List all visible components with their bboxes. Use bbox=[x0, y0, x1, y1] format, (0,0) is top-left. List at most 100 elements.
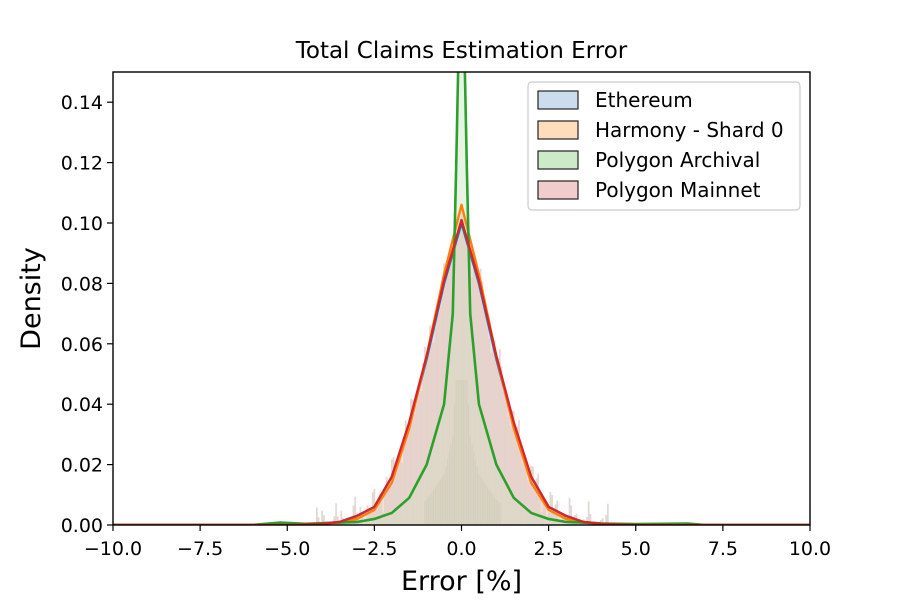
y-tick-label: 0.12 bbox=[61, 153, 103, 175]
x-tick-label: 2.5 bbox=[534, 538, 564, 560]
histogram-bar bbox=[413, 414, 416, 525]
legend-swatch bbox=[537, 120, 579, 140]
histogram-bar bbox=[537, 473, 540, 525]
histogram-bar-archival bbox=[427, 497, 430, 525]
histogram-bar bbox=[415, 405, 418, 525]
histogram-bar bbox=[465, 237, 468, 525]
histogram-bar-archival bbox=[429, 494, 431, 525]
histogram-bar bbox=[396, 468, 398, 525]
histogram-bar bbox=[587, 501, 590, 525]
histogram-bar-archival bbox=[474, 459, 477, 525]
histogram-bar-archival bbox=[457, 380, 459, 525]
y-tick-label: 0.02 bbox=[61, 455, 103, 477]
histogram-bar-archival bbox=[467, 404, 470, 525]
histogram-bar-archival bbox=[455, 380, 457, 525]
y-tick-label: 0.14 bbox=[61, 92, 103, 114]
histogram-bar-archival bbox=[481, 479, 484, 525]
histogram-bar bbox=[340, 510, 343, 525]
histogram-bar bbox=[552, 509, 555, 525]
histogram-bar bbox=[364, 522, 367, 525]
histogram-bar bbox=[418, 393, 421, 525]
x-tick-label: 5.0 bbox=[621, 538, 651, 560]
histogram-bar bbox=[406, 425, 409, 525]
histogram-bar bbox=[485, 312, 487, 525]
histogram-bar bbox=[516, 426, 519, 525]
legend-swatch bbox=[537, 90, 579, 110]
histogram-bar-archival bbox=[452, 436, 454, 525]
histogram-bar bbox=[457, 239, 459, 525]
histogram-bar-archival bbox=[488, 489, 491, 525]
histogram-bar bbox=[450, 259, 452, 525]
histogram-bar-archival bbox=[425, 499, 428, 525]
histogram-bar bbox=[441, 276, 444, 525]
histogram-bar bbox=[479, 268, 482, 525]
histogram-bar bbox=[453, 252, 456, 525]
histogram-bar bbox=[455, 236, 458, 525]
series-layer bbox=[113, 72, 810, 525]
histogram-bar-archival bbox=[464, 380, 466, 525]
histogram-bar bbox=[519, 440, 522, 525]
histogram-bar bbox=[425, 352, 428, 525]
histogram-bar bbox=[352, 505, 355, 525]
histogram-bar bbox=[563, 514, 566, 525]
y-tick-label: 0.10 bbox=[61, 213, 103, 235]
histogram-bar bbox=[417, 389, 419, 525]
histogram-bar-archival bbox=[493, 497, 496, 525]
histogram-bar bbox=[431, 330, 433, 525]
histogram-bar bbox=[422, 363, 425, 525]
chart-title: Total Claims Estimation Error bbox=[295, 38, 628, 64]
histogram-bar bbox=[544, 501, 547, 525]
histogram-bar-archival bbox=[479, 476, 482, 525]
legend-label: Polygon Archival bbox=[595, 148, 760, 172]
series-area-ethereum bbox=[113, 223, 810, 525]
histogram-bar bbox=[533, 482, 536, 525]
histogram-bar bbox=[368, 511, 371, 525]
histogram-bar bbox=[486, 314, 489, 525]
histogram-bar-archival bbox=[478, 474, 480, 525]
histogram-bar-archival bbox=[432, 489, 435, 525]
histogram-bar bbox=[606, 503, 609, 525]
histogram-bar bbox=[505, 395, 508, 525]
histogram-bar-archival bbox=[499, 502, 501, 525]
histogram-bar bbox=[380, 502, 383, 525]
histogram-bar bbox=[354, 496, 357, 525]
series-area-polygon-archival bbox=[113, 72, 810, 525]
legend-swatch bbox=[537, 150, 579, 170]
histogram-bar bbox=[394, 472, 397, 525]
histogram-bar-archival bbox=[453, 404, 456, 525]
histogram-bar bbox=[526, 480, 529, 525]
histogram-bar bbox=[448, 250, 451, 525]
histogram-bar bbox=[403, 439, 405, 525]
histogram-bar bbox=[366, 505, 369, 525]
x-tick-label: −5.0 bbox=[264, 538, 310, 560]
histogram-bar bbox=[556, 500, 559, 525]
histogram-bar bbox=[542, 503, 545, 525]
histogram-bar bbox=[535, 478, 538, 525]
histogram-bar bbox=[502, 392, 505, 525]
y-tick-label: 0.00 bbox=[61, 515, 103, 537]
series-area-polygon-mainnet bbox=[113, 219, 810, 525]
legend: Ethereum Harmony - Shard 0 Polygon Archiva… bbox=[527, 81, 801, 211]
histogram-bar bbox=[474, 263, 477, 525]
histogram-bar bbox=[375, 505, 377, 525]
histogram-bar-archival bbox=[445, 466, 447, 525]
histogram-bar-archival bbox=[485, 484, 487, 525]
histogram-bar bbox=[467, 236, 470, 525]
histogram-bar bbox=[336, 516, 339, 525]
histogram-bar bbox=[472, 267, 475, 525]
histogram-bar bbox=[528, 482, 531, 525]
histogram-bar bbox=[392, 456, 395, 525]
histogram-bar bbox=[495, 357, 498, 525]
histogram-bar bbox=[498, 349, 501, 525]
histogram-bar-archival bbox=[439, 479, 442, 525]
histogram-bar bbox=[512, 411, 515, 525]
histogram-bar bbox=[546, 516, 548, 525]
histogram-bar bbox=[401, 462, 404, 525]
histogram-bar bbox=[471, 277, 473, 525]
histogram-bar-archival bbox=[460, 380, 463, 525]
histogram-bar-archival bbox=[438, 481, 440, 525]
histogram-bar bbox=[511, 410, 513, 525]
histogram-bar-archival bbox=[434, 486, 437, 525]
histogram-bar bbox=[464, 233, 466, 525]
